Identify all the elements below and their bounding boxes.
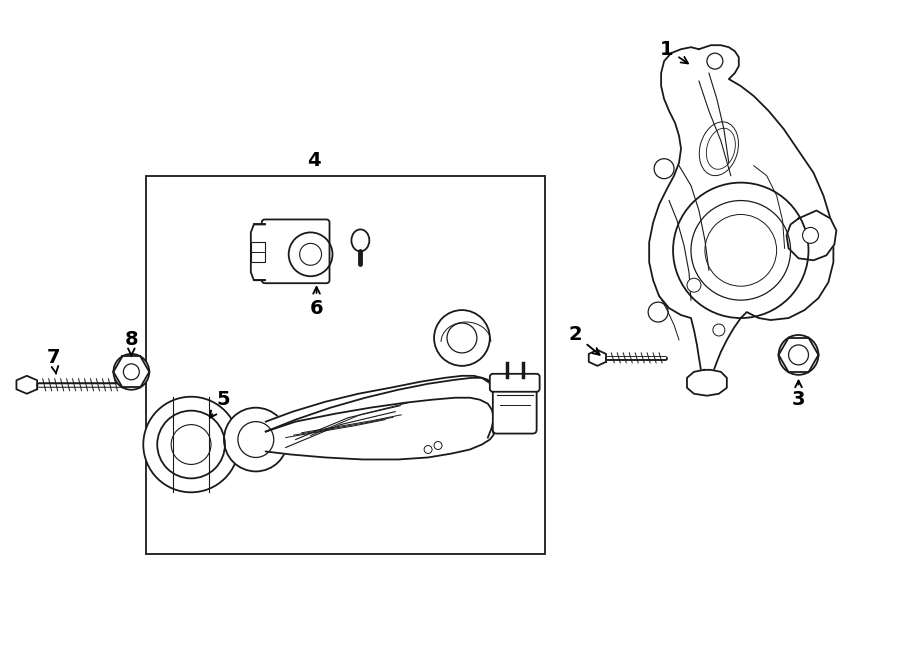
Polygon shape [687,370,727,396]
FancyBboxPatch shape [493,376,536,434]
Text: 4: 4 [307,151,320,171]
Text: 8: 8 [124,330,139,356]
Polygon shape [787,210,836,260]
Circle shape [113,354,149,390]
Polygon shape [266,398,494,459]
Polygon shape [251,225,265,280]
Bar [147,176,544,554]
Text: 2: 2 [569,325,599,355]
Polygon shape [649,45,833,382]
Ellipse shape [351,229,369,251]
FancyBboxPatch shape [262,219,329,283]
Circle shape [803,227,818,243]
FancyBboxPatch shape [490,374,540,392]
Polygon shape [266,376,490,432]
Circle shape [778,335,818,375]
Polygon shape [16,376,37,394]
Circle shape [224,408,288,471]
Bar [251,243,265,262]
Polygon shape [589,350,606,366]
Circle shape [687,278,701,292]
Text: 5: 5 [210,390,230,418]
Circle shape [434,310,490,366]
Text: 3: 3 [792,381,806,409]
Text: 6: 6 [310,287,323,317]
Circle shape [713,324,725,336]
Circle shape [654,159,674,178]
Text: 7: 7 [47,348,60,373]
Circle shape [143,397,238,492]
Circle shape [648,302,668,322]
Text: 1: 1 [661,40,688,63]
Circle shape [706,53,723,69]
